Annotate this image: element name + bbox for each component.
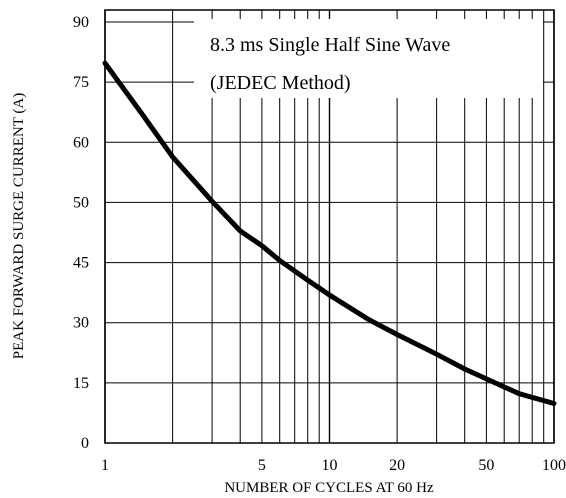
series-layer <box>102 60 557 406</box>
x-tick-label: 1 <box>101 457 109 474</box>
x-tick-label: 100 <box>542 457 566 474</box>
x-tick-label: 5 <box>258 457 266 474</box>
x-tick-label: 50 <box>478 457 494 474</box>
series-line <box>102 60 557 406</box>
y-tick-label: 75 <box>73 74 89 91</box>
x-axis-title: NUMBER OF CYCLES AT 60 Hz <box>224 480 434 496</box>
x-tick-labels: 1 5 10 20 50 100 <box>101 457 566 474</box>
plot-frame <box>104 9 555 444</box>
y-tick-label: 50 <box>73 194 89 211</box>
y-tick-label: 90 <box>73 14 89 31</box>
x-tick-label: 10 <box>322 457 338 474</box>
y-tick-label: 60 <box>73 134 89 151</box>
y-tick-label: 45 <box>73 255 89 272</box>
x-tick-label: 20 <box>389 457 405 474</box>
y-tick-labels: 0 15 30 45 50 60 75 90 <box>73 14 89 452</box>
y-axis-title: PEAK FORWARD SURGE CURRENT (A) <box>11 93 27 359</box>
annotation-line-2: (JEDEC Method) <box>210 72 351 94</box>
y-tick-label: 30 <box>73 315 89 332</box>
y-tick-label: 15 <box>73 375 89 392</box>
annotation-box: 8.3 ms Single Half Sine Wave (JEDEC Meth… <box>194 19 543 98</box>
y-tick-label: 0 <box>81 435 89 452</box>
annotation-line-1: 8.3 ms Single Half Sine Wave <box>210 34 450 56</box>
